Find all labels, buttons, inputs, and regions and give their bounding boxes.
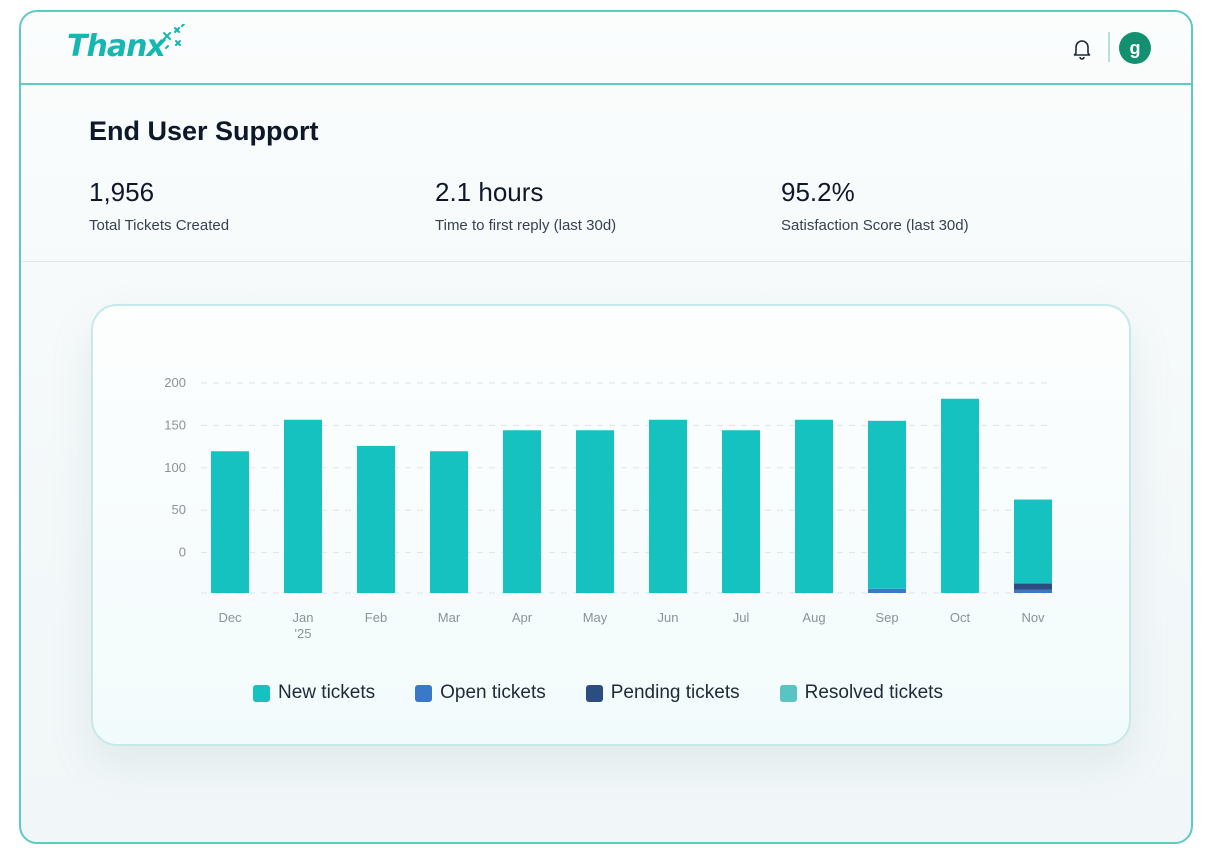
- stat-value: 2.1 hours: [435, 177, 544, 207]
- legend-item-resolved[interactable]: Resolved tickets: [779, 682, 943, 704]
- y-tick-label: 0: [179, 545, 186, 560]
- x-tick-label: Sep: [875, 610, 898, 625]
- bell-icon[interactable]: [1070, 36, 1094, 60]
- bar-new-tickets[interactable]: [430, 451, 468, 593]
- legend-label: Resolved tickets: [804, 682, 943, 703]
- y-tick-label: 50: [172, 502, 186, 517]
- legend-item-pending[interactable]: Pending tickets: [585, 682, 740, 704]
- stat-label: Satisfaction Score (last 30d): [781, 217, 969, 234]
- x-tick-label: Aug: [802, 610, 825, 625]
- bar-open-tickets[interactable]: [868, 588, 906, 593]
- x-tick-label: Dec: [218, 610, 242, 625]
- legend-item-new[interactable]: New tickets: [253, 682, 375, 704]
- tickets-bar-chart: 200 150 100 50 0 Dec Jan'25 Feb Mar Apr May Jun Jul A…: [164, 375, 1053, 641]
- x-tick-label: Feb: [365, 610, 387, 625]
- section-divider: [21, 261, 1191, 262]
- legend-label: Open tickets: [440, 682, 546, 703]
- bar-new-tickets[interactable]: [941, 398, 979, 593]
- app-window: Thanx g End User Support 1,956 Total Tic…: [19, 10, 1193, 844]
- stat-value: 1,956: [89, 177, 155, 207]
- chart-card: 200 150 100 50 0 Dec Jan '25 Feb Mar Apr May Jun Jul A…: [91, 304, 1131, 746]
- y-tick-label: 150: [164, 417, 186, 432]
- legend-swatch-pending: [585, 684, 603, 702]
- y-tick-label: 100: [164, 460, 186, 475]
- legend-label: New tickets: [278, 682, 376, 703]
- bar-new-tickets[interactable]: [503, 430, 541, 593]
- bar-new-tickets[interactable]: [211, 451, 249, 593]
- x-tick-label: Apr: [512, 610, 533, 625]
- thanx-logo[interactable]: Thanx: [67, 24, 185, 70]
- bar-new-tickets[interactable]: [576, 430, 614, 593]
- stat-first-reply: 2.1 hours Time to first reply (last 30d): [435, 177, 616, 234]
- x-tick-label: Oct: [950, 610, 971, 625]
- stat-total-tickets: 1,956 Total Tickets Created: [89, 177, 229, 234]
- x-tick-label: Nov: [1021, 610, 1045, 625]
- page-title: End User Support: [89, 116, 319, 146]
- y-tick-label: 200: [164, 375, 186, 390]
- x-tick-label: May: [583, 610, 608, 625]
- bar-new-tickets[interactable]: [357, 446, 395, 593]
- x-tick-label: Jun: [658, 610, 679, 625]
- bar-new-tickets[interactable]: [649, 419, 687, 593]
- bar-new-tickets[interactable]: [1014, 499, 1052, 584]
- header-separator: [1108, 32, 1110, 62]
- legend-label: Pending tickets: [610, 682, 740, 703]
- legend-swatch-open: [415, 684, 433, 702]
- top-bar: Thanx g: [21, 12, 1191, 85]
- bar-new-tickets[interactable]: [284, 419, 322, 593]
- chart-legend: New tickets Open tickets Pending tickets…: [253, 682, 943, 704]
- legend-item-open[interactable]: Open tickets: [415, 682, 546, 704]
- logo-text: Thanx: [67, 29, 166, 64]
- sparkle-icon: [163, 24, 185, 49]
- bar-new-tickets[interactable]: [795, 419, 833, 593]
- x-tick-label: '25: [295, 626, 312, 641]
- stat-value: 95.2%: [781, 177, 855, 207]
- x-tick-label: Jul: [733, 610, 750, 625]
- x-tick-label: Jan: [293, 610, 314, 625]
- legend-swatch-resolved: [779, 684, 797, 702]
- stat-label: Time to first reply (last 30d): [435, 217, 617, 234]
- avatar[interactable]: g: [1119, 32, 1151, 64]
- x-tick-label: Mar: [438, 610, 461, 625]
- bar-pending-tickets[interactable]: [1014, 583, 1052, 590]
- bar-new-tickets[interactable]: [868, 420, 906, 589]
- bar-open-tickets[interactable]: [1014, 589, 1052, 593]
- bar-new-tickets[interactable]: [722, 430, 760, 593]
- stat-label: Total Tickets Created: [89, 217, 230, 234]
- stat-satisfaction: 95.2% Satisfaction Score (last 30d): [781, 177, 969, 234]
- legend-swatch-new: [253, 684, 270, 702]
